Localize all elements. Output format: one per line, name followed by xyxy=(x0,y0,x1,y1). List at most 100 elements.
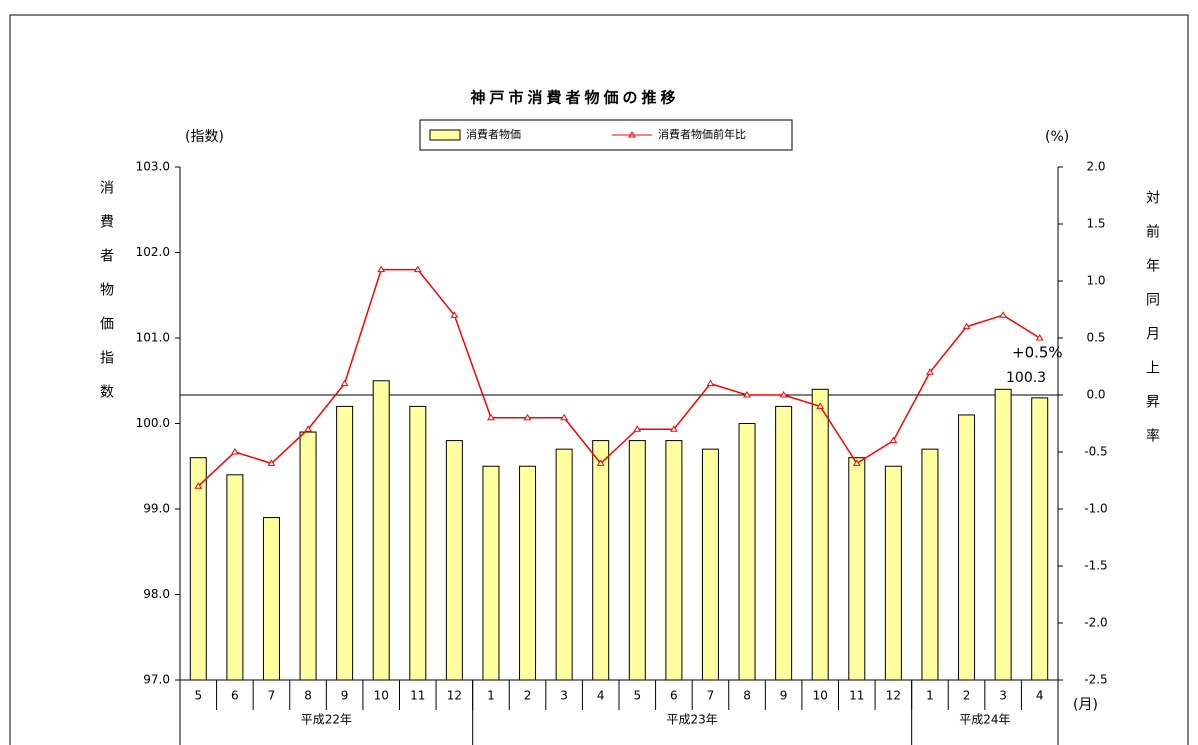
y-tick-label: 97.0 xyxy=(143,673,170,687)
bar xyxy=(482,465,500,681)
annotation: +0.5% xyxy=(1012,344,1063,362)
y-axis-unit: (指数) xyxy=(185,129,224,145)
x-tick-label: 7 xyxy=(268,689,276,703)
y2-tick-label: -0.5 xyxy=(1084,445,1107,459)
y2-tick-label: -2.0 xyxy=(1084,616,1107,630)
x-tick-label: 2 xyxy=(524,689,532,703)
marker xyxy=(304,425,312,432)
marker xyxy=(889,436,898,444)
bar xyxy=(628,440,646,681)
bar xyxy=(701,448,719,681)
x-tick-label: 8 xyxy=(743,689,751,703)
marker xyxy=(340,379,349,387)
x-tick-label: 5 xyxy=(633,689,641,703)
group-label: 平成23年 xyxy=(667,713,718,727)
bar xyxy=(189,457,207,681)
marker xyxy=(706,379,715,387)
x-tick-label: 12 xyxy=(447,689,462,703)
y-tick-label: 99.0 xyxy=(143,502,170,516)
marker xyxy=(230,448,239,455)
marker xyxy=(633,425,642,432)
x-tick-label: 9 xyxy=(341,689,349,703)
y2-tick-label: -1.0 xyxy=(1084,502,1107,516)
x-tick-label: 10 xyxy=(374,689,389,703)
bar xyxy=(811,388,829,681)
y-tick-label: 101.0 xyxy=(136,331,170,345)
bar xyxy=(848,457,866,681)
x-tick-label: 3 xyxy=(560,689,568,703)
marker xyxy=(413,265,422,273)
group-label: 平成22年 xyxy=(301,713,352,727)
bar xyxy=(299,431,317,681)
y-tick-label: 100.0 xyxy=(136,416,170,430)
y2-tick-label: -1.5 xyxy=(1084,559,1107,573)
marker xyxy=(596,459,605,466)
frame xyxy=(9,14,1189,745)
marker xyxy=(852,459,861,466)
marker xyxy=(962,322,971,330)
bar xyxy=(921,448,939,681)
y-tick-label: 98.0 xyxy=(143,587,170,601)
bar xyxy=(958,414,976,681)
marker xyxy=(560,413,569,421)
y-tick-label: 103.0 xyxy=(136,160,170,174)
y2-tick-label: 2.0 xyxy=(1086,160,1105,174)
legend-label: 消費者物価前年比 xyxy=(658,127,746,141)
x-tick-label: 5 xyxy=(194,689,202,703)
x-tick-label: 2 xyxy=(963,689,971,703)
x-tick-label: 9 xyxy=(780,689,788,703)
y2-axis-title: 対前年同月上昇率 xyxy=(1144,190,1160,462)
legend xyxy=(419,119,793,151)
bar xyxy=(409,405,427,681)
bar xyxy=(336,405,354,681)
x-tick-label: 12 xyxy=(886,689,901,703)
marker xyxy=(267,459,276,466)
bar xyxy=(519,465,537,681)
legend-swatch xyxy=(429,129,461,141)
marker xyxy=(377,265,386,273)
x-tick-label: 6 xyxy=(231,689,239,703)
marker xyxy=(1035,334,1044,341)
y2-tick-label: 1.5 xyxy=(1086,217,1105,231)
y-tick-label: 102.0 xyxy=(136,245,170,259)
x-axis-unit: (月) xyxy=(1073,697,1098,713)
bar xyxy=(555,448,573,681)
y2-tick-label: 0.0 xyxy=(1086,388,1105,402)
x-tick-label: 11 xyxy=(849,689,864,703)
line xyxy=(197,268,1041,487)
x-tick-label: 8 xyxy=(304,689,312,703)
annotation: 100.3 xyxy=(1006,370,1046,386)
bar xyxy=(445,440,463,681)
marker xyxy=(926,368,934,375)
marker xyxy=(999,311,1008,318)
bar xyxy=(1031,397,1049,681)
y2-tick-label: 0.5 xyxy=(1086,331,1105,345)
bar xyxy=(592,440,610,681)
marker xyxy=(487,413,495,421)
x-tick-label: 4 xyxy=(1036,689,1044,703)
x-tick-label: 4 xyxy=(597,689,605,703)
group-label: 平成24年 xyxy=(959,713,1010,727)
y2-tick-label: 1.0 xyxy=(1086,274,1105,288)
marker xyxy=(816,402,825,409)
x-tick-label: 1 xyxy=(926,689,934,703)
bar xyxy=(738,423,756,681)
marker xyxy=(523,413,532,421)
bar xyxy=(372,380,390,681)
bar xyxy=(775,405,793,681)
bar xyxy=(226,474,244,681)
bar xyxy=(994,388,1012,681)
marker xyxy=(450,311,459,318)
y2-tick-label: -2.5 xyxy=(1084,673,1107,687)
bar xyxy=(262,517,280,681)
marker xyxy=(743,391,751,398)
x-tick-label: 1 xyxy=(487,689,495,703)
chart-title: 神戸市消費者物価の推移 xyxy=(470,89,679,107)
bar xyxy=(665,440,683,681)
y2-axis-unit: (%) xyxy=(1045,129,1069,145)
x-tick-label: 11 xyxy=(410,689,425,703)
marker xyxy=(779,391,788,398)
x-tick-label: 3 xyxy=(999,689,1007,703)
legend-marker xyxy=(628,131,636,138)
